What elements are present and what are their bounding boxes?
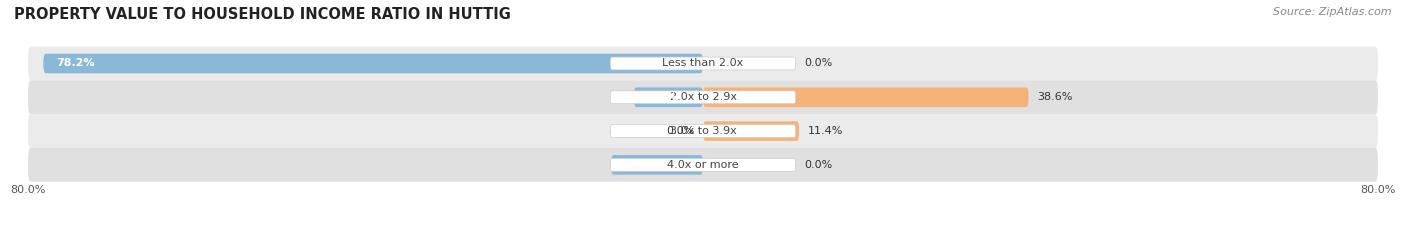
Text: 78.2%: 78.2% [56,58,94,69]
FancyBboxPatch shape [28,80,1378,114]
Text: Source: ZipAtlas.com: Source: ZipAtlas.com [1274,7,1392,17]
Text: 0.0%: 0.0% [666,126,695,136]
FancyBboxPatch shape [28,114,1378,148]
Text: 8.2%: 8.2% [647,92,678,102]
Text: 38.6%: 38.6% [1038,92,1073,102]
FancyBboxPatch shape [28,148,1378,182]
Text: 11.4%: 11.4% [807,126,844,136]
FancyBboxPatch shape [634,87,703,107]
FancyBboxPatch shape [610,91,796,104]
Text: 0.0%: 0.0% [804,160,832,170]
Text: 0.0%: 0.0% [804,58,832,69]
Text: PROPERTY VALUE TO HOUSEHOLD INCOME RATIO IN HUTTIG: PROPERTY VALUE TO HOUSEHOLD INCOME RATIO… [14,7,510,22]
FancyBboxPatch shape [44,54,703,73]
FancyBboxPatch shape [610,125,796,137]
Text: 4.0x or more: 4.0x or more [668,160,738,170]
FancyBboxPatch shape [610,158,796,171]
Text: 10.9%: 10.9% [624,160,662,170]
FancyBboxPatch shape [703,121,799,141]
FancyBboxPatch shape [703,87,1029,107]
FancyBboxPatch shape [612,155,703,175]
Text: 2.0x to 2.9x: 2.0x to 2.9x [669,92,737,102]
Text: 3.0x to 3.9x: 3.0x to 3.9x [669,126,737,136]
FancyBboxPatch shape [28,47,1378,80]
Text: Less than 2.0x: Less than 2.0x [662,58,744,69]
FancyBboxPatch shape [610,57,796,70]
